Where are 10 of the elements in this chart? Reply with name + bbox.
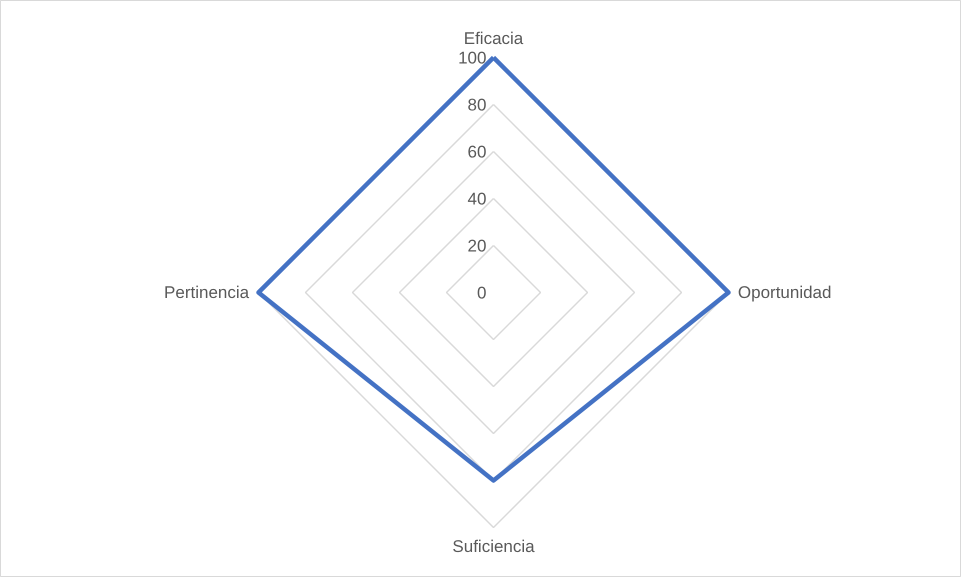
y-tick-label: 80 (468, 96, 486, 114)
y-tick-label: 20 (468, 236, 486, 256)
y-tick-label: 60 (468, 142, 486, 162)
spoke-label: Oportunidad (738, 283, 832, 302)
spoke-label: Suficiencia (452, 536, 536, 556)
y-tick-label: 0 (476, 284, 486, 302)
y-tick-label: 40 (468, 190, 486, 208)
y-tick-label: 100 (458, 48, 486, 68)
spoke-label: Eficacia (464, 29, 524, 48)
spoke-label: Pertinencia (164, 283, 250, 302)
